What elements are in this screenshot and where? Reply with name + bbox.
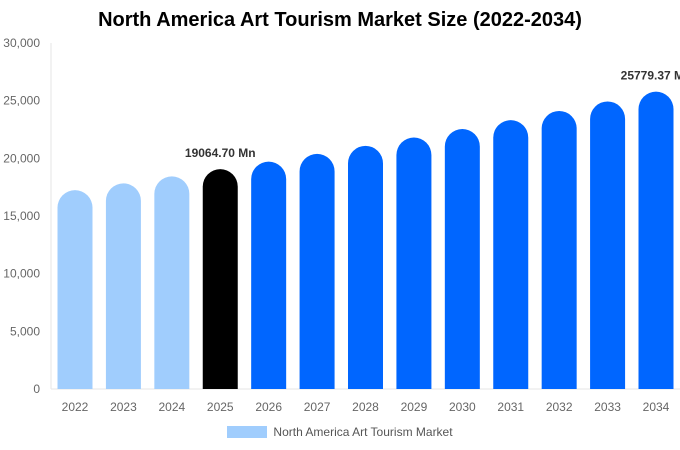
y-tick-label: 0 xyxy=(33,382,40,396)
bar-2033 xyxy=(590,101,626,389)
bar-2027 xyxy=(299,153,335,389)
bar-2029 xyxy=(396,137,432,389)
x-tick-label: 2034 xyxy=(643,400,670,414)
legend: North America Art Tourism Market xyxy=(0,425,680,439)
bar-2028 xyxy=(348,145,383,389)
y-tick-label: 25,000 xyxy=(3,94,40,108)
x-tick-label: 2028 xyxy=(352,400,379,414)
bar-2034 xyxy=(638,91,674,390)
bar-2023 xyxy=(105,183,141,389)
bar-2025 xyxy=(202,169,238,389)
y-tick-label: 30,000 xyxy=(3,36,40,50)
x-tick-label: 2033 xyxy=(594,400,621,414)
y-tick-label: 20,000 xyxy=(3,151,40,165)
bar-2032 xyxy=(541,110,577,389)
x-tick-label: 2030 xyxy=(449,400,476,414)
x-tick-label: 2027 xyxy=(304,400,331,414)
data-label-2025: 19064.70 Mn xyxy=(185,146,256,160)
x-tick-label: 2029 xyxy=(401,400,428,414)
bar-2031 xyxy=(493,120,529,389)
bar-2030 xyxy=(444,128,480,389)
x-tick-label: 2024 xyxy=(158,400,185,414)
y-tick-label: 5,000 xyxy=(10,324,40,338)
x-tick-label: 2031 xyxy=(497,400,524,414)
legend-label: North America Art Tourism Market xyxy=(273,425,453,439)
data-label-2034: 25779.37 Mn xyxy=(621,69,680,83)
bar-2026 xyxy=(251,161,287,389)
x-tick-label: 2026 xyxy=(255,400,282,414)
chart-title: North America Art Tourism Market Size (2… xyxy=(98,9,582,31)
x-tick-label: 2025 xyxy=(207,400,234,414)
bar-2022 xyxy=(57,190,93,389)
y-tick-label: 15,000 xyxy=(3,209,40,223)
x-tick-label: 2022 xyxy=(62,400,89,414)
x-tick-label: 2032 xyxy=(546,400,573,414)
legend-swatch xyxy=(227,426,268,438)
y-tick-label: 10,000 xyxy=(3,267,40,281)
x-tick-label: 2023 xyxy=(110,400,137,414)
bar-2024 xyxy=(154,176,190,389)
